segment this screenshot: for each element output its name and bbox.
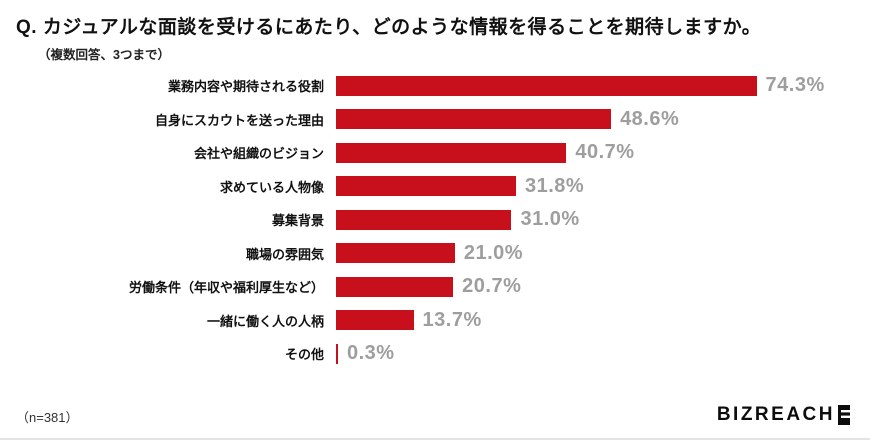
bar-chart: 業務内容や期待される役割 74.3% 自身にスカウトを送った理由 48.6% 会社や組織…: [16, 69, 854, 371]
bar-track: 21.0%: [336, 242, 854, 265]
bar: [336, 343, 338, 364]
value-label: 20.7%: [462, 275, 522, 298]
bar-track: 40.7%: [336, 141, 854, 164]
value-label: 40.7%: [575, 141, 635, 164]
bar: [336, 310, 414, 331]
category-label: 自身にスカウトを送った理由: [154, 112, 324, 128]
chart-row: 労働条件（年収や福利厚生など） 20.7%: [16, 270, 854, 304]
chart-row: その他 0.3%: [16, 337, 854, 371]
category-label: その他: [284, 347, 324, 363]
bar: [336, 75, 757, 96]
category-label: 求めている人物像: [219, 179, 324, 195]
chart-footer: （n=381） BIZREACH: [16, 404, 850, 426]
category-label: 一緒に働く人の人柄: [206, 313, 324, 329]
bar: [336, 176, 516, 197]
category-label: 労働条件（年収や福利厚生など）: [128, 280, 324, 296]
chart-row: 求めている人物像 31.8%: [16, 170, 854, 204]
value-label: 13.7%: [422, 308, 482, 331]
value-label: 0.3%: [347, 342, 395, 365]
value-label: 48.6%: [620, 107, 680, 130]
category-label: 業務内容や期待される役割: [167, 79, 324, 95]
value-label: 31.0%: [520, 208, 580, 231]
bar-track: 48.6%: [336, 108, 854, 131]
chart-row: 会社や組織のビジョン 40.7%: [16, 136, 854, 170]
bizreach-logo-text: BIZREACH: [716, 404, 835, 425]
bizreach-logo-mark-icon: [838, 405, 850, 425]
bar: [336, 243, 455, 264]
chart-title: Q. カジュアルな面談を受けるにあたり、どのような情報を得ることを期待しますか。: [16, 17, 762, 38]
value-label: 21.0%: [463, 241, 524, 264]
category-label: 職場の雰囲気: [245, 246, 324, 262]
chart-row: 自身にスカウトを送った理由 48.6%: [16, 103, 854, 137]
category-label: 会社や組織のビジョン: [193, 146, 324, 162]
chart-subtitle: （複数回答、3つまで）: [38, 48, 170, 62]
bar-track: 31.0%: [336, 208, 854, 231]
bar-track: 31.8%: [336, 175, 854, 198]
value-label: 74.3%: [765, 74, 825, 97]
bar-track: 13.7%: [336, 309, 854, 332]
chart-row: 一緒に働く人の人柄 13.7%: [16, 304, 854, 338]
bar: [336, 109, 612, 130]
bar: [336, 142, 567, 163]
bar: [336, 276, 454, 297]
chart-row: 募集背景 31.0%: [16, 203, 854, 237]
bar-track: 0.3%: [336, 342, 854, 365]
bar-track: 74.3%: [336, 74, 854, 97]
chart-row: 業務内容や期待される役割 74.3%: [16, 69, 854, 103]
category-label: 募集背景: [271, 213, 324, 229]
bar: [336, 209, 512, 230]
bar-track: 20.7%: [336, 275, 854, 298]
sample-size-note: （n=381）: [16, 410, 79, 425]
value-label: 31.8%: [524, 174, 585, 197]
chart-row: 職場の雰囲気 21.0%: [16, 237, 854, 271]
bizreach-logo: BIZREACH: [717, 404, 850, 426]
